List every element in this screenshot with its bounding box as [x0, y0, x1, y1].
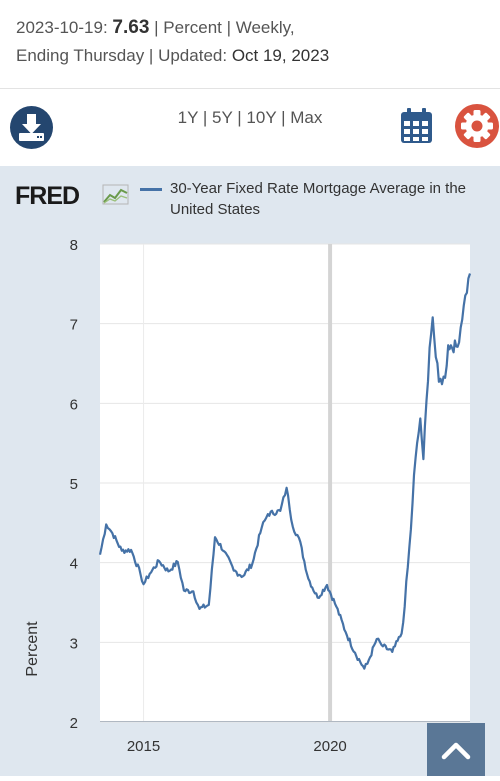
chart-area: FRED 30-Year Fixed Rate Mortgage Average…	[0, 166, 500, 776]
fred-logo: FRED	[15, 182, 129, 210]
range-max[interactable]: Max	[290, 108, 323, 127]
calendar-button[interactable]	[400, 108, 433, 144]
chart-glyph-icon	[102, 184, 129, 205]
legend-swatch	[140, 188, 162, 191]
toolbar: 1Y | 5Y | 10Y | Max	[0, 90, 500, 166]
calendar-icon	[401, 108, 432, 143]
updated-date: Oct 19, 2023	[231, 46, 330, 65]
chart-legend: 30-Year Fixed Rate Mortgage Average in t…	[140, 178, 485, 220]
y-axis-label: Percent	[24, 621, 41, 677]
range-5y[interactable]: 5Y	[212, 108, 233, 127]
units-frequency: | Percent | Weekly,	[154, 18, 295, 37]
divider	[0, 88, 500, 89]
range-1y[interactable]: 1Y	[177, 108, 199, 127]
summary-line-2: Ending Thursday | Updated: Oct 19, 2023	[16, 42, 486, 70]
download-button[interactable]	[10, 106, 53, 149]
legend-label: 30-Year Fixed Rate Mortgage Average in t…	[170, 180, 467, 218]
chevron-up-icon	[441, 742, 471, 760]
range-separator: |	[281, 108, 286, 127]
download-icon	[19, 114, 44, 141]
observation-value: 7.63	[112, 17, 150, 38]
settings-button[interactable]	[455, 104, 499, 148]
observation-date: 2023-10-19:	[16, 18, 108, 37]
gear-icon	[461, 110, 493, 142]
scroll-to-top-button[interactable]	[427, 723, 485, 776]
series-summary: 2023-10-19: 7.63 | Percent | Weekly, End…	[16, 14, 486, 70]
range-separator: |	[237, 108, 242, 127]
ending-updated-label: Ending Thursday | Updated:	[16, 46, 228, 65]
range-separator: |	[202, 108, 208, 127]
range-10y[interactable]: 10Y	[246, 108, 277, 127]
summary-line-1: 2023-10-19: 7.63 | Percent | Weekly,	[16, 14, 486, 42]
fred-logo-text: FRED	[15, 182, 79, 210]
date-range-selector: 1Y | 5Y | 10Y | Max	[0, 108, 500, 128]
